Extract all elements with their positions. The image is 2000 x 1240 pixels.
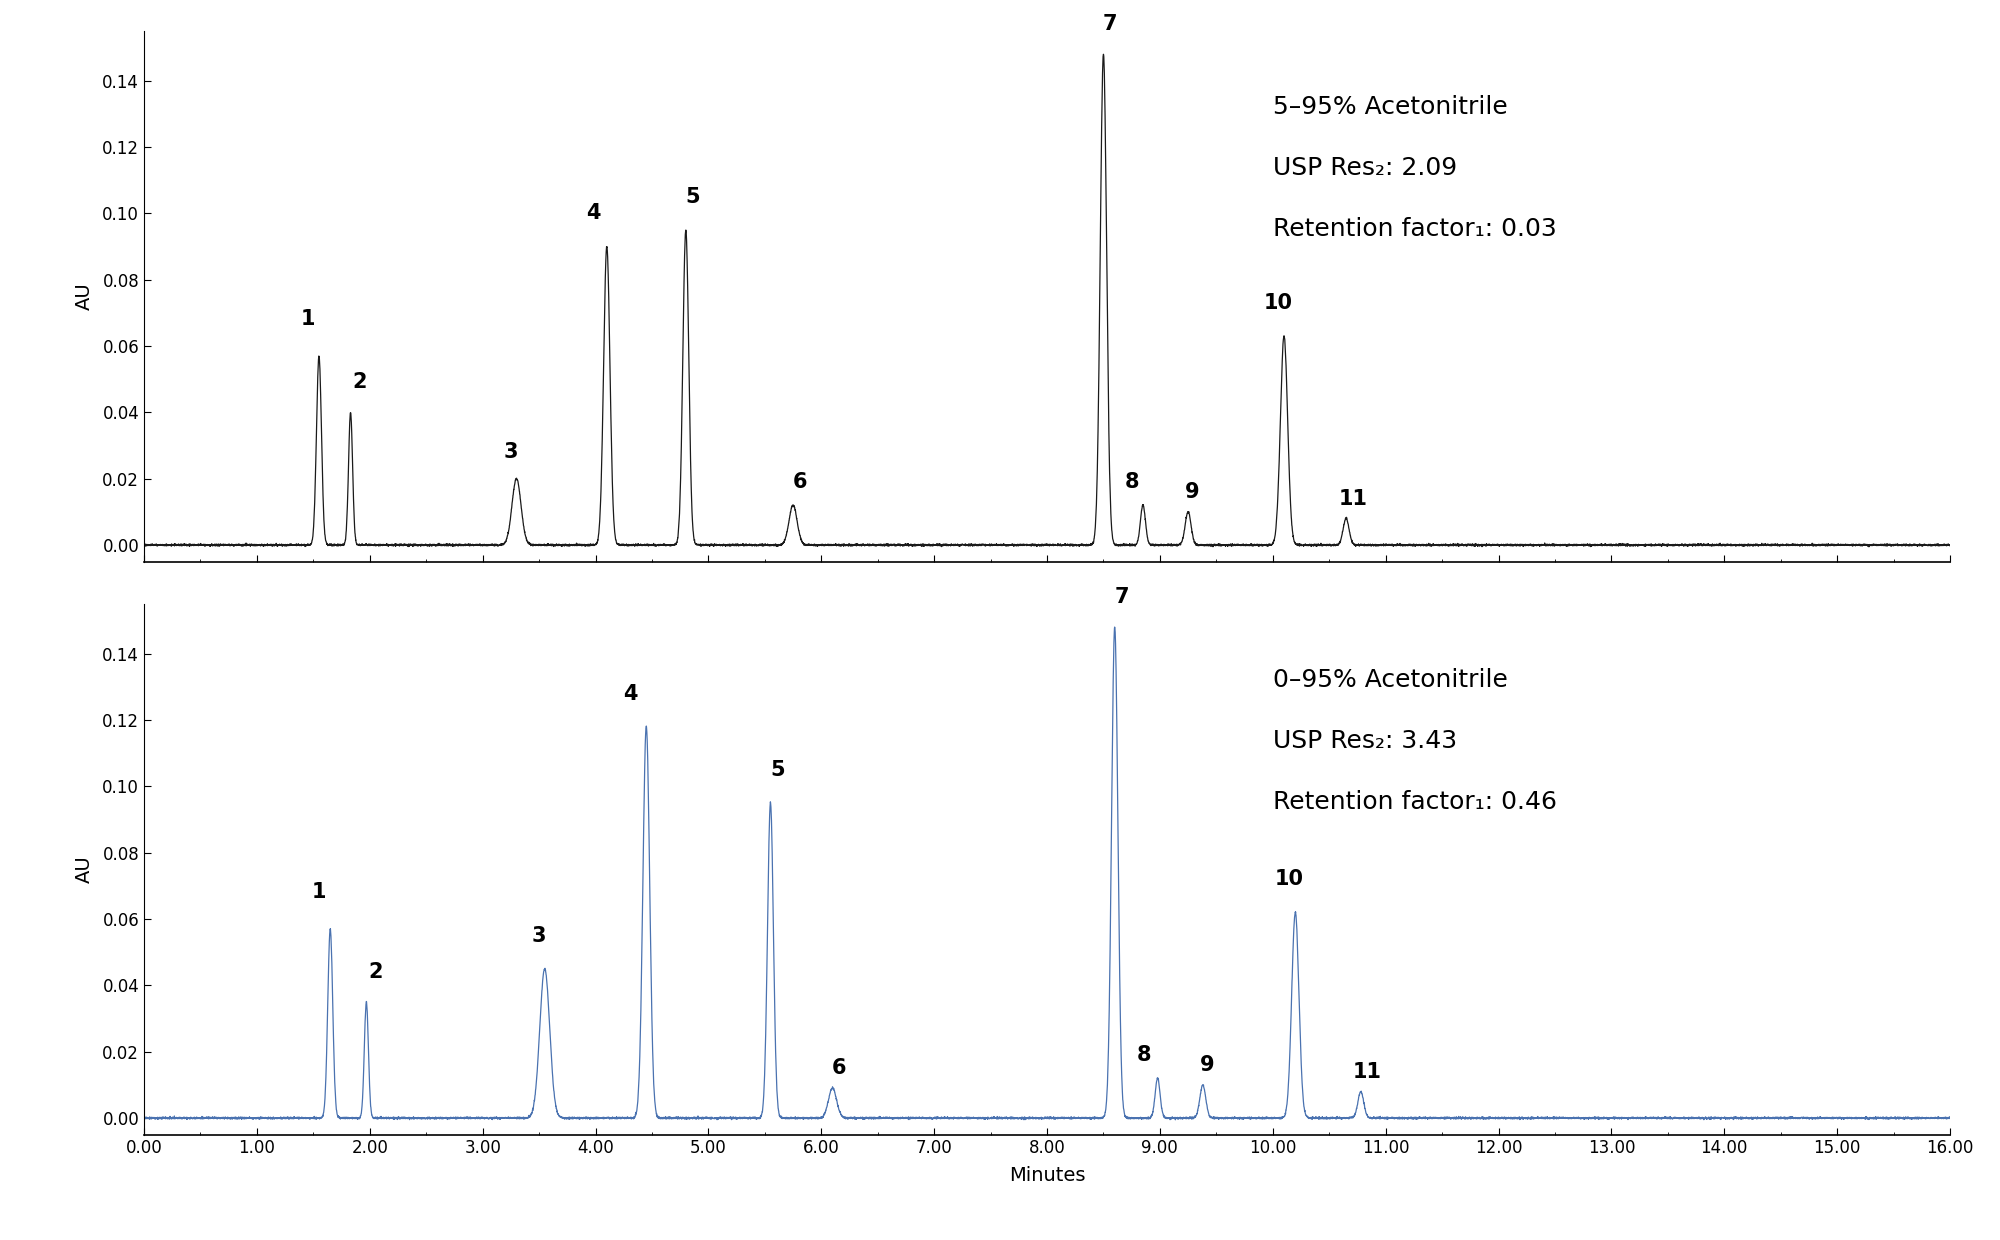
Text: 7: 7 — [1114, 588, 1128, 608]
Text: 3: 3 — [532, 925, 546, 946]
Text: 5: 5 — [770, 760, 784, 780]
X-axis label: Minutes: Minutes — [1008, 1166, 1086, 1184]
Text: 2: 2 — [352, 372, 366, 392]
Text: 2: 2 — [368, 962, 382, 982]
Text: 10: 10 — [1264, 293, 1292, 312]
Text: 11: 11 — [1354, 1061, 1382, 1081]
Text: USP Res₂: 2.09: USP Res₂: 2.09 — [1272, 156, 1456, 180]
Text: 4: 4 — [586, 203, 600, 223]
Text: 6: 6 — [792, 472, 808, 492]
Text: 0–95% Acetonitrile: 0–95% Acetonitrile — [1272, 667, 1508, 692]
Text: 6: 6 — [832, 1058, 846, 1079]
Text: 4: 4 — [624, 683, 638, 703]
Text: 8: 8 — [1124, 472, 1138, 492]
Y-axis label: AU: AU — [74, 283, 94, 310]
Text: 1: 1 — [312, 883, 326, 903]
Text: 7: 7 — [1102, 15, 1118, 35]
Y-axis label: AU: AU — [74, 856, 94, 883]
Text: 3: 3 — [504, 443, 518, 463]
Text: 1: 1 — [300, 310, 314, 330]
Text: USP Res₂: 3.43: USP Res₂: 3.43 — [1272, 729, 1456, 753]
Text: 9: 9 — [1186, 482, 1200, 502]
Text: 5: 5 — [686, 187, 700, 207]
Text: 9: 9 — [1200, 1055, 1214, 1075]
Text: 5–95% Acetonitrile: 5–95% Acetonitrile — [1272, 94, 1508, 119]
Text: Retention factor₁: 0.46: Retention factor₁: 0.46 — [1272, 790, 1556, 813]
Text: 8: 8 — [1136, 1045, 1152, 1065]
Text: 10: 10 — [1276, 869, 1304, 889]
Text: Retention factor₁: 0.03: Retention factor₁: 0.03 — [1272, 217, 1556, 241]
Text: 11: 11 — [1338, 489, 1368, 508]
